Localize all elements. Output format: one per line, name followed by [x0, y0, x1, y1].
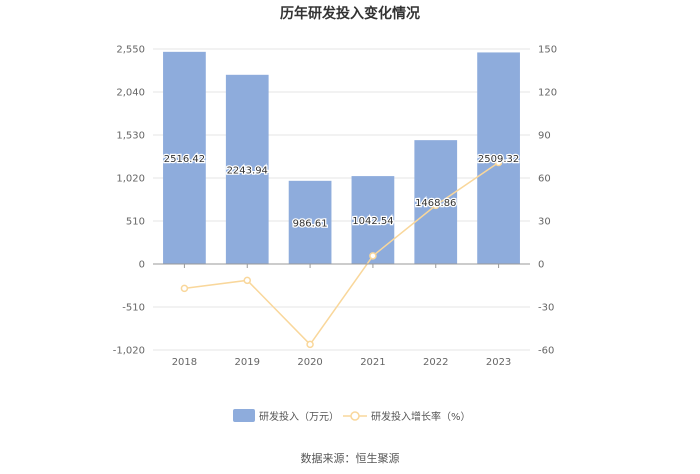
bar-data-label: 986.61 [293, 218, 328, 229]
left-tick-label: 2,550 [116, 45, 145, 56]
left-tick-label: 1,530 [116, 131, 145, 142]
x-tick-label: 2018 [172, 357, 197, 368]
left-tick-label: 510 [126, 217, 145, 228]
line-series [180, 158, 503, 349]
bar [351, 176, 395, 264]
right-tick-label: 30 [538, 217, 551, 228]
left-tick-label: -510 [122, 303, 145, 314]
bar-data-label: 1468.86 [415, 198, 456, 209]
x-tick-label: 2019 [235, 357, 260, 368]
growth-rate-point [432, 201, 440, 210]
x-axis: 2018 2019 2020 2021 2022 2023 [153, 263, 530, 368]
x-tick-label: 2021 [360, 357, 385, 368]
growth-rate-line [184, 161, 500, 346]
right-tick-label: 120 [538, 88, 557, 99]
growth-rate-point [180, 284, 189, 293]
growth-rate-point [369, 252, 377, 260]
x-tick-label: 2022 [423, 357, 448, 368]
right-y-axis: 150 120 90 60 30 0 -30 -60 [538, 45, 557, 357]
bar-data-label: 2509.32 [478, 154, 519, 165]
growth-rate-point [243, 276, 251, 285]
right-tick-label: 150 [538, 45, 557, 56]
bar [163, 51, 206, 264]
right-tick-label: 0 [538, 260, 544, 271]
growth-rate-point [306, 340, 314, 349]
legend-bar-label: 研发投入（万元） [259, 410, 339, 423]
left-tick-label: 1,020 [116, 174, 145, 185]
bar-data-labels: 2516.42 2243.94 986.61 1042.54 1468.86 2509.3… [162, 153, 520, 231]
bar [225, 74, 269, 265]
legend: 研发投入（万元） 研发投入增长率（%） [233, 409, 471, 423]
right-tick-label: -60 [538, 346, 554, 357]
right-tick-label: 90 [538, 131, 551, 142]
legend-line-marker [350, 411, 360, 421]
growth-rate-point [494, 158, 503, 167]
bar [288, 180, 332, 264]
x-tick-label: 2023 [486, 357, 511, 368]
left-tick-label: 2,040 [116, 88, 145, 99]
legend-line-label: 研发投入增长率（%） [371, 410, 471, 423]
bar-data-label: 2516.42 [164, 154, 205, 165]
bar-data-label: 2243.94 [227, 165, 268, 176]
left-tick-label: -1,020 [113, 346, 145, 357]
bar [477, 52, 520, 264]
right-tick-label: -30 [538, 303, 554, 314]
gridlines [153, 48, 530, 351]
bar-series [163, 51, 520, 265]
left-y-axis: 2,550 2,040 1,530 1,020 510 0 -510 -1,020 [113, 45, 145, 357]
right-tick-label: 60 [538, 174, 551, 185]
data-source: 数据来源：恒生聚源 [301, 451, 400, 465]
bar-data-label: 1042.54 [352, 216, 393, 227]
chart-title: 历年研发投入变化情况 [280, 5, 420, 22]
left-tick-label: 0 [139, 260, 145, 271]
legend-bar-swatch [233, 409, 255, 422]
x-tick-label: 2020 [297, 357, 322, 368]
